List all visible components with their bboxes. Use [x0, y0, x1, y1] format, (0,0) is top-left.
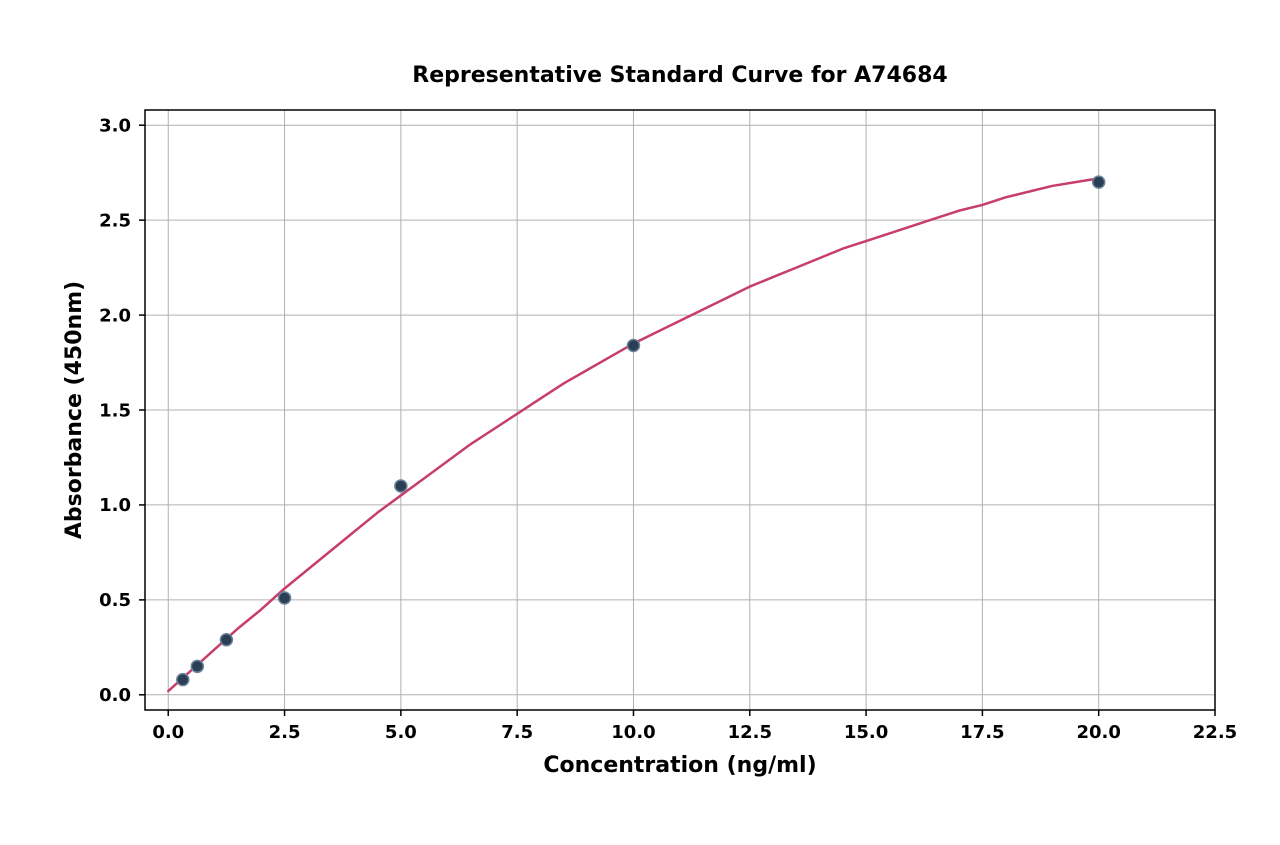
y-tick-label: 1.0: [99, 495, 131, 516]
data-point: [1093, 176, 1105, 188]
data-point: [220, 634, 232, 646]
data-point: [279, 592, 291, 604]
chart-container: 0.0 2.5 5.0 7.5 10.0 12.5 15.0 17.5 20.0 22.5 0.0 0…: [0, 0, 1280, 845]
y-axis-label: Absorbance (450nm): [62, 281, 87, 539]
x-tick-label: 0.0: [152, 722, 184, 743]
x-tick-label: 5.0: [385, 722, 417, 743]
data-point: [627, 339, 639, 351]
x-tick-label: 15.0: [844, 722, 888, 743]
x-tick-label: 20.0: [1076, 722, 1120, 743]
standard-curve-chart: 0.0 2.5 5.0 7.5 10.0 12.5 15.0 17.5 20.0 22.5 0.0 0…: [0, 0, 1280, 845]
y-tick-label: 0.5: [99, 590, 131, 611]
y-tick-label: 2.5: [99, 210, 131, 231]
data-point: [177, 674, 189, 686]
y-tick-label: 0.0: [99, 685, 131, 706]
x-axis-label: Concentration (ng/ml): [543, 753, 816, 778]
x-tick-label: 22.5: [1193, 722, 1237, 743]
y-tick-label: 1.5: [99, 400, 131, 421]
x-tick-label: 17.5: [960, 722, 1004, 743]
chart-title: Representative Standard Curve for A74684: [412, 63, 947, 88]
x-tick-label: 12.5: [728, 722, 772, 743]
x-tick-label: 10.0: [611, 722, 655, 743]
data-point: [395, 480, 407, 492]
x-tick-label: 7.5: [501, 722, 533, 743]
data-point: [191, 660, 203, 672]
y-tick-label: 3.0: [99, 115, 131, 136]
x-tick-label: 2.5: [269, 722, 301, 743]
y-tick-label: 2.0: [99, 305, 131, 326]
